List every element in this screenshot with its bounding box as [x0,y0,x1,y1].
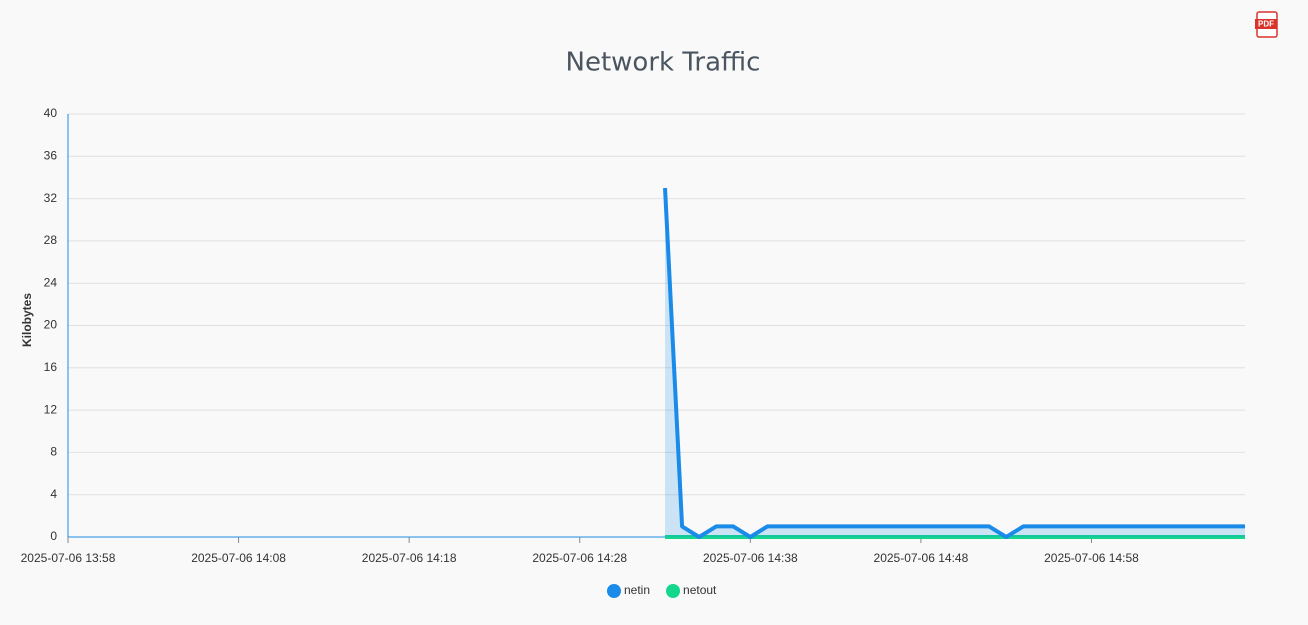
legend-item[interactable]: netout [666,583,717,598]
pdf-icon[interactable]: PDF [1255,11,1278,38]
x-tick-label: 2025-07-06 14:18 [362,551,457,565]
x-tick-label: 2025-07-06 13:58 [21,551,116,565]
y-tick-label: 24 [44,275,58,289]
x-tick-label: 2025-07-06 14:48 [874,551,969,565]
y-tick-label: 28 [44,233,58,247]
x-tick-label: 2025-07-06 14:08 [191,551,286,565]
x-tick-label: 2025-07-06 14:38 [703,551,798,565]
svg-text:PDF: PDF [1258,20,1274,29]
y-tick-label: 40 [44,106,58,120]
x-tick-label: 2025-07-06 14:58 [1044,551,1139,565]
area [665,188,1245,537]
y-tick-label: 4 [50,487,57,501]
legend-marker [607,584,621,598]
y-axis-label: Kilobytes [20,293,34,347]
x-tick-label: 2025-07-06 14:28 [532,551,627,565]
legend-label: netin [624,583,650,597]
y-tick-label: 8 [50,445,57,459]
legend-label: netout [683,583,717,597]
legend-marker [666,584,681,598]
chart-title: Network Traffic [566,48,761,78]
y-tick-label: 0 [50,529,57,543]
line [663,187,1245,539]
y-tick-label: 16 [44,360,58,374]
y-tick-label: 32 [44,191,58,205]
y-tick-label: 36 [44,148,58,162]
y-tick-label: 20 [44,318,58,332]
y-tick-label: 12 [44,402,58,416]
legend-item[interactable]: netin [607,583,650,598]
